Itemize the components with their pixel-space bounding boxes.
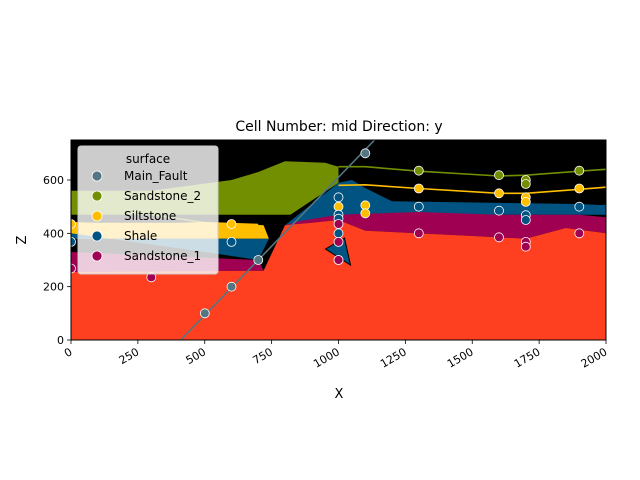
point-shale [71, 237, 76, 247]
legend-entry-label: Sandstone_2 [124, 189, 201, 203]
x-tick-label: 1000 [311, 345, 342, 370]
y-tick-label: 400 [43, 227, 64, 240]
data-points [71, 148, 585, 319]
legend-entry-label: Siltstone [124, 209, 176, 223]
point-shale [333, 228, 344, 239]
point-main-fault [199, 308, 210, 319]
point-sandstone-2 [520, 179, 531, 189]
legend-entry-label: Main_Fault [124, 169, 188, 183]
point-sandstone-2 [413, 165, 424, 176]
x-tick-label: 500 [184, 345, 209, 367]
point-sandstone-2 [494, 170, 504, 181]
legend-marker [91, 210, 103, 222]
point-sandstone-1 [71, 263, 76, 274]
x-tick-label: 1500 [445, 345, 476, 370]
y-tick-label: 200 [43, 281, 64, 294]
point-siltstone [413, 183, 424, 194]
point-main-fault [253, 255, 264, 265]
y-axis: 0 200 400 600 [43, 174, 71, 347]
legend-marker [91, 190, 103, 202]
x-axis: 0 250 500 750 1000 1250 1500 1750 2000 [62, 340, 610, 371]
legend-marker [91, 170, 103, 182]
point-sandstone-1 [333, 255, 344, 265]
point-shale [413, 201, 424, 212]
point-sandstone-1 [520, 241, 531, 252]
y-axis-label: Z [15, 235, 30, 244]
plot-area [71, 140, 606, 340]
point-shale [494, 205, 504, 216]
point-shale [333, 192, 344, 203]
legend-entry-label: Sandstone_1 [124, 249, 201, 263]
x-tick-label: 0 [62, 345, 75, 360]
point-main-fault [360, 148, 371, 159]
legend-entry-label: Shale [124, 229, 157, 243]
point-siltstone [574, 183, 585, 194]
legend-box [77, 145, 219, 275]
point-siltstone [226, 219, 237, 229]
x-tick-label: 750 [250, 345, 275, 367]
point-sandstone-1 [574, 228, 585, 239]
point-sandstone-1 [333, 236, 344, 247]
legend-title: surface [126, 152, 170, 166]
x-tick-label: 1250 [378, 345, 409, 370]
point-siltstone [360, 208, 371, 219]
point-shale [574, 201, 585, 212]
chart-title: Cell Number: mid Direction: y [235, 119, 442, 135]
x-axis-label: X [335, 387, 344, 402]
legend-marker [91, 230, 103, 242]
point-sandstone-2 [574, 165, 585, 176]
point-siltstone [494, 188, 504, 199]
legend: surface Main_Fault Sandstone_2 Siltstone Sh… [77, 145, 219, 275]
point-sandstone-1 [333, 219, 344, 229]
point-sandstone-1 [494, 232, 504, 243]
point-main-fault [226, 281, 237, 292]
y-tick-label: 600 [43, 174, 64, 187]
point-shale [226, 236, 237, 247]
legend-marker [91, 250, 103, 262]
x-tick-label: 1750 [512, 345, 543, 370]
y-tick-label: 0 [57, 334, 64, 347]
point-shale [520, 215, 531, 225]
point-sandstone-1 [413, 228, 424, 239]
point-siltstone [520, 196, 531, 207]
x-tick-label: 250 [117, 345, 142, 367]
x-tick-label: 2000 [579, 345, 610, 370]
point-siltstone [71, 219, 76, 229]
fault-line [180, 140, 376, 340]
